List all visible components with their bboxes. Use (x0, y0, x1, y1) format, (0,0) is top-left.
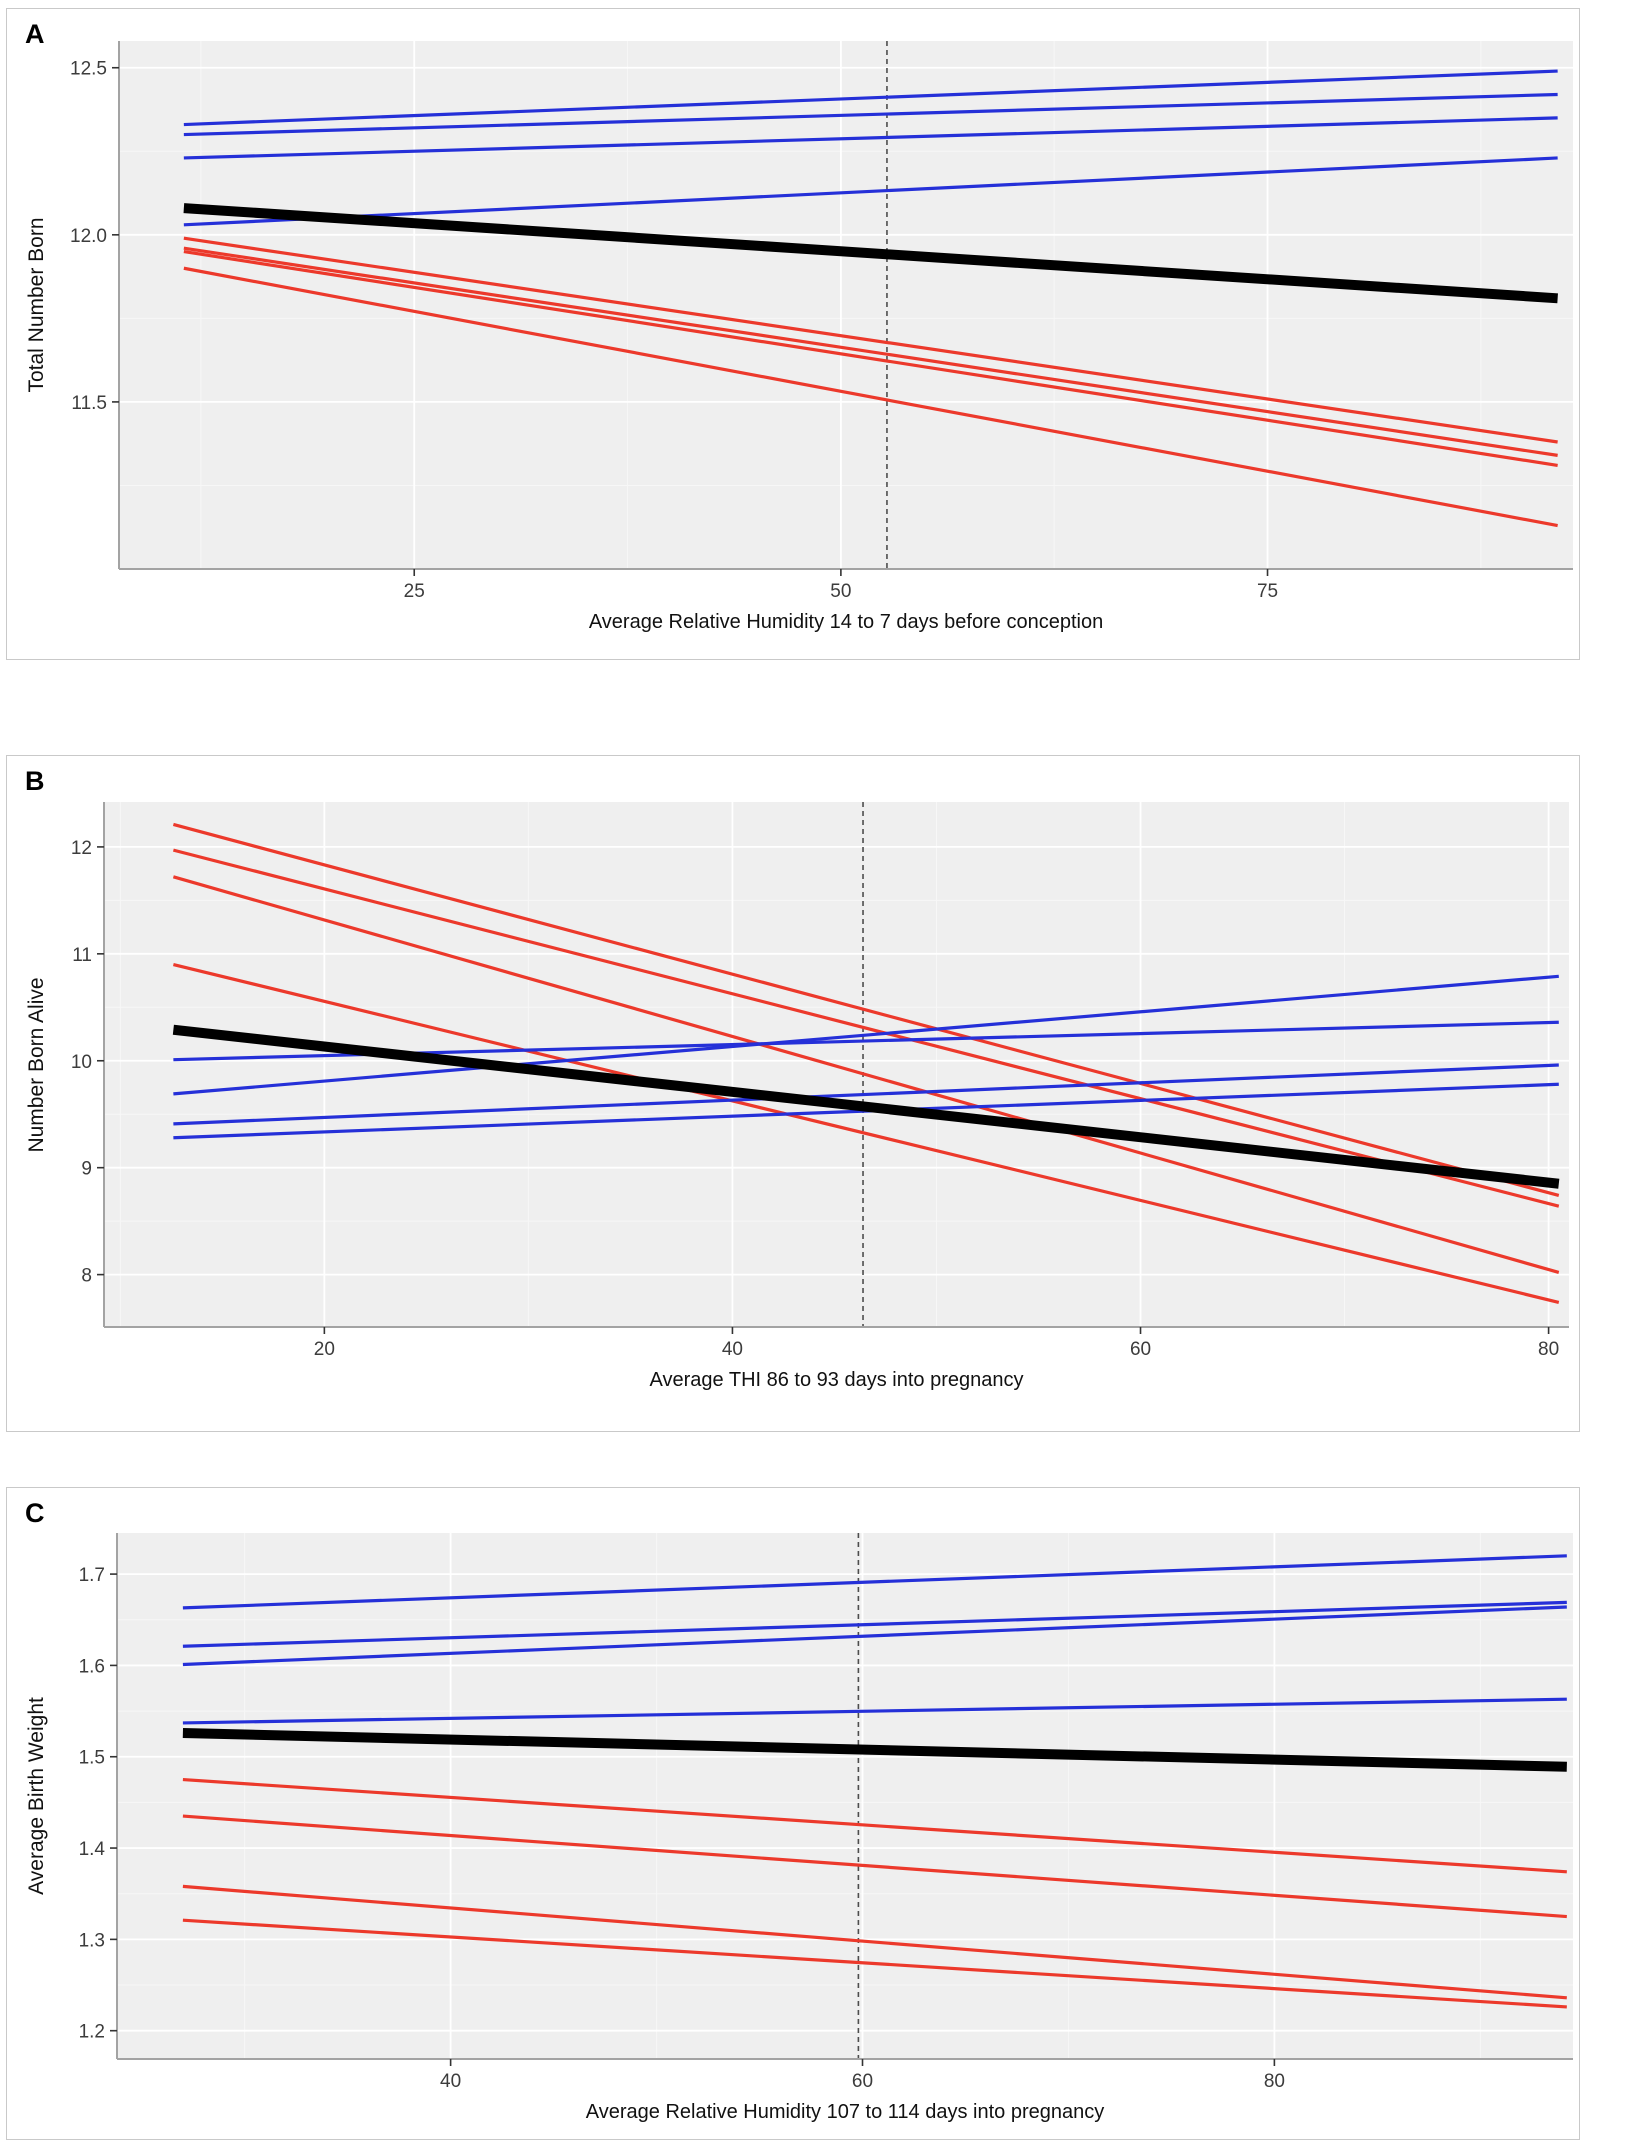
mean-line (172, 1024, 1560, 1189)
y-tick-label: 12.5 (70, 59, 107, 80)
blue-line-4 (182, 1697, 1567, 1725)
blue-line-3 (173, 1063, 1559, 1126)
blue-line-1 (183, 69, 1558, 127)
panel-a: 25 50 75 11.5 12.0 12.5 A Total Number Born A… (6, 8, 1580, 660)
panel-b-letter: B (25, 766, 45, 796)
panel-a-y-axis-title: Total Number Born (25, 217, 48, 393)
red-line-2 (182, 1814, 1567, 1919)
y-tick-label: 11.5 (71, 393, 107, 414)
x-tick-label: 25 (404, 581, 425, 602)
red-line-4 (183, 266, 1558, 528)
y-tick-label: 1.6 (79, 1656, 105, 1677)
blue-line-2 (182, 1600, 1567, 1648)
panel-b-x-axis-title: Average THI 86 to 93 days into pregnancy (649, 1369, 1024, 1391)
plot-background (117, 1533, 1573, 2059)
y-tick-label: 11 (72, 945, 92, 966)
x-tick-label: 60 (1130, 1339, 1151, 1360)
blue-line-1 (182, 1554, 1567, 1610)
panel-c-x-axis-title: Average Relative Humidity 107 to 114 day… (585, 2101, 1105, 2123)
y-tick-label: 1.4 (79, 1839, 106, 1860)
red-line-1 (172, 822, 1560, 1198)
x-tick-label: 40 (722, 1339, 743, 1360)
panel-c-letter: C (25, 1498, 45, 1528)
mean-line (182, 1727, 1567, 1772)
x-tick-label: 50 (830, 581, 851, 602)
panel-a-plot: 25 50 75 11.5 12.0 12.5 (70, 41, 1573, 602)
x-tick-label: 40 (440, 2071, 461, 2092)
red-line-4 (172, 962, 1560, 1304)
y-tick-label: 12 (71, 838, 92, 859)
red-line-2 (172, 848, 1560, 1208)
blue-line-3 (183, 116, 1558, 160)
y-tick-label: 1.7 (79, 1565, 105, 1586)
blue-line-4 (183, 156, 1558, 227)
red-line-1 (183, 236, 1558, 444)
x-tick-label: 80 (1538, 1339, 1559, 1360)
panel-b-plot: 20 40 60 80 8 9 10 11 12 (71, 802, 1569, 1360)
panel-c-plot: 40 60 80 1.2 1.3 1.4 1.5 1.6 1.7 (79, 1533, 1573, 2092)
y-tick-label: 1.2 (79, 2022, 105, 2043)
panel-a-x-axis-title: Average Relative Humidity 14 to 7 days b… (588, 611, 1104, 633)
y-tick-label: 1.3 (79, 1930, 105, 1951)
y-tick-label: 8 (81, 1266, 92, 1287)
y-tick-label: 12.0 (70, 226, 107, 247)
blue-line-2 (173, 974, 1559, 1096)
panel-a-letter: A (25, 19, 45, 49)
red-line-2 (183, 246, 1558, 457)
y-tick-label: 10 (71, 1052, 92, 1073)
plot-background (104, 802, 1569, 1327)
panel-b-y-axis-title: Number Born Alive (25, 976, 48, 1153)
y-tick-label: 1.5 (79, 1748, 105, 1769)
x-tick-label: 20 (314, 1339, 335, 1360)
red-line-3 (172, 875, 1560, 1275)
mean-line (183, 203, 1558, 304)
x-tick-label: 75 (1257, 581, 1278, 602)
panel-c: 40 60 80 1.2 1.3 1.4 1.5 1.6 1.7 C Average Birth… (6, 1487, 1580, 2140)
x-tick-label: 60 (852, 2071, 873, 2092)
red-line-3 (182, 1884, 1567, 2000)
x-tick-label: 80 (1264, 2071, 1285, 2092)
panel-c-y-axis-title: Average Birth Weight (25, 1697, 48, 1895)
red-line-4 (182, 1918, 1567, 2009)
y-tick-label: 9 (81, 1159, 92, 1180)
red-line-3 (183, 249, 1558, 467)
plot-background (119, 41, 1573, 569)
blue-line-2 (183, 92, 1558, 137)
red-line-1 (182, 1777, 1567, 1874)
blue-line-3 (182, 1605, 1567, 1667)
panel-b: 20 40 60 80 8 9 10 11 12 B Number Born Alive Ave… (6, 755, 1580, 1432)
